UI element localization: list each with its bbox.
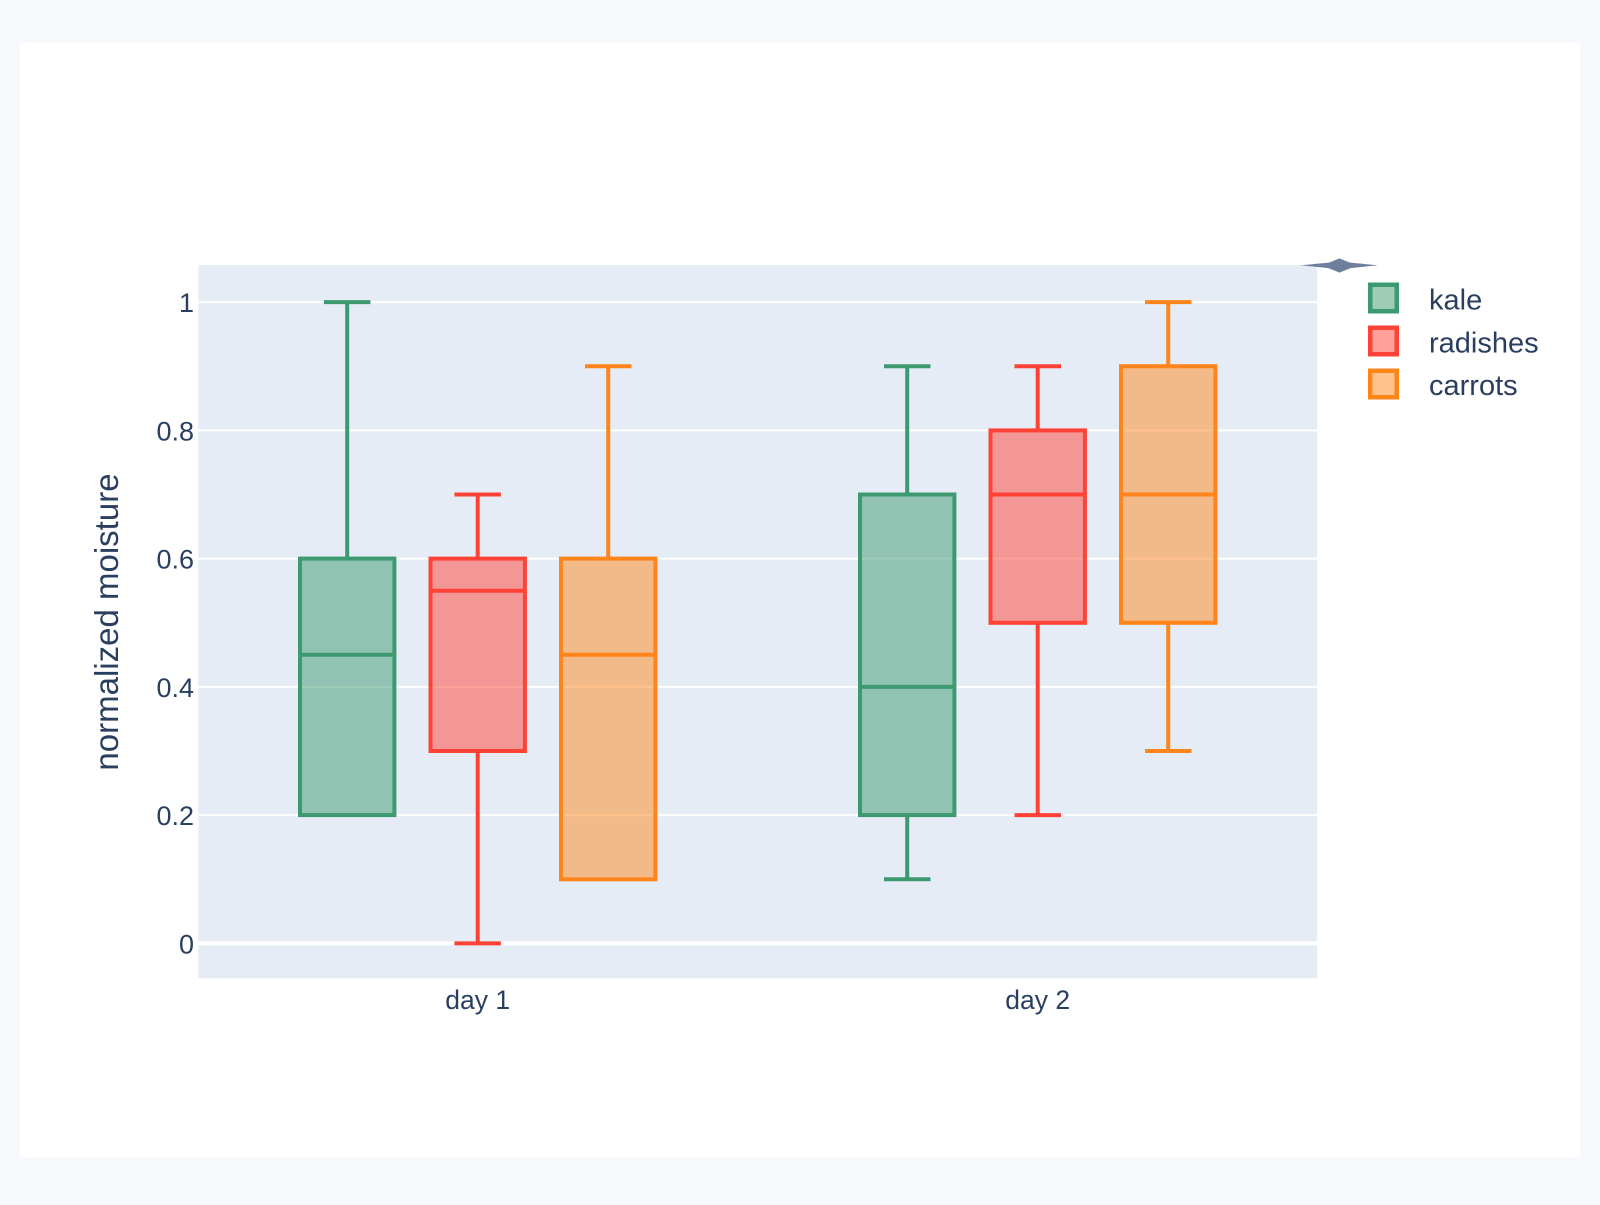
- svg-text:0: 0: [179, 929, 194, 959]
- svg-text:day 2: day 2: [1005, 985, 1070, 1015]
- svg-text:day 1: day 1: [445, 985, 510, 1015]
- svg-text:0.2: 0.2: [156, 801, 194, 831]
- svg-text:1: 1: [179, 288, 194, 318]
- svg-text:0.4: 0.4: [156, 673, 194, 703]
- svg-text:carrots: carrots: [1429, 370, 1518, 402]
- svg-text:0.6: 0.6: [156, 545, 194, 575]
- svg-text:0.8: 0.8: [156, 416, 194, 446]
- svg-text:radishes: radishes: [1429, 328, 1539, 360]
- svg-text:normalized moisture: normalized moisture: [88, 473, 125, 770]
- svg-text:kale: kale: [1429, 285, 1482, 317]
